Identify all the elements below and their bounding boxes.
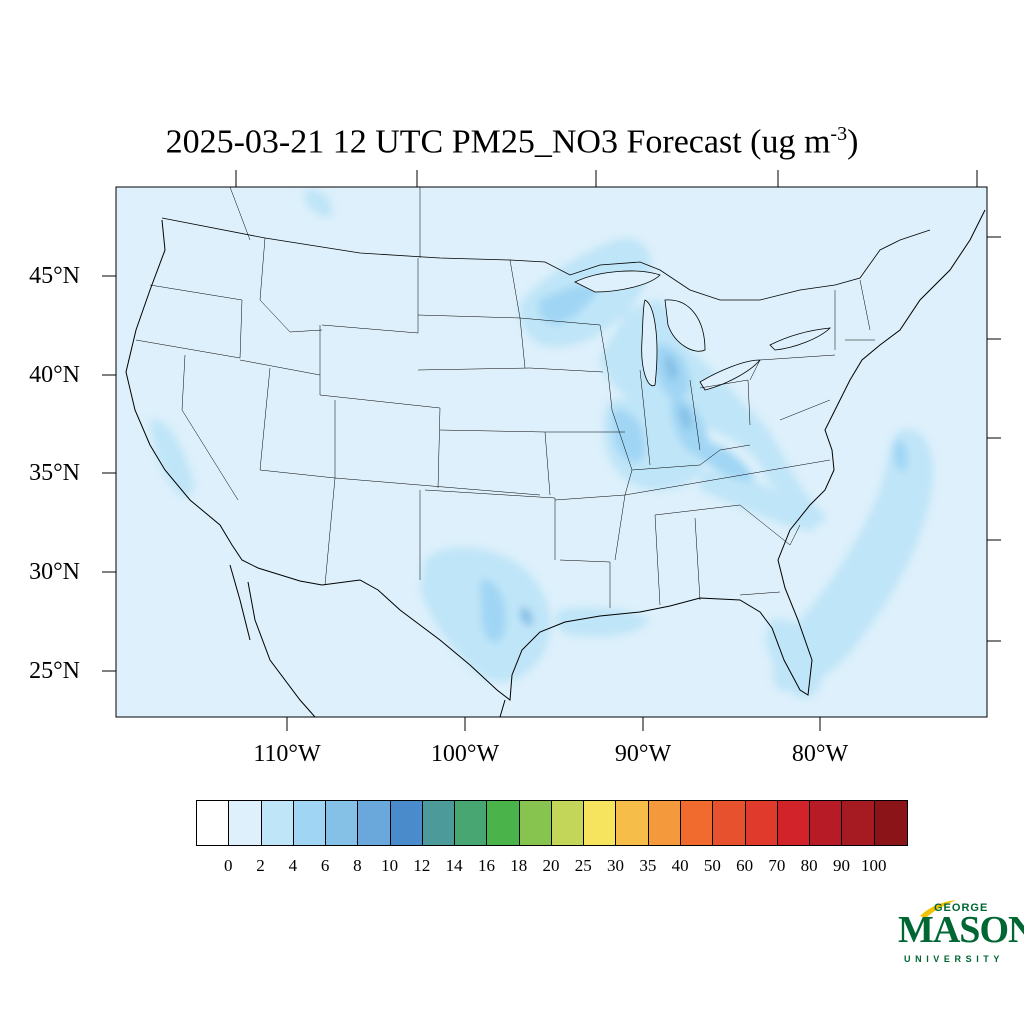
colorbar-swatch	[777, 801, 811, 845]
title-text: 2025-03-21 12 UTC PM25_NO3 Forecast (ug …	[165, 123, 831, 161]
logo-flame-icon	[920, 900, 956, 918]
colorbar-tick-label: 14	[445, 856, 463, 875]
core-atlantic	[893, 439, 908, 472]
core-texas	[480, 579, 506, 643]
logo-george: GEORGE	[934, 902, 989, 914]
plume-northwest	[305, 189, 333, 217]
colorbar-swatch	[551, 801, 585, 845]
colorbar-swatch	[293, 801, 327, 845]
concentration-field	[150, 189, 934, 699]
colorbar	[196, 800, 908, 846]
colorbar-tick-label: 50	[703, 856, 721, 875]
colorbar-swatch	[229, 801, 262, 845]
lon-label-110: 110°W	[253, 741, 321, 767]
map-frame	[115, 186, 988, 718]
colorbar-swatch	[616, 801, 649, 845]
colorbar-swatch	[680, 801, 714, 845]
plume-gulf-coast	[555, 607, 650, 637]
colorbar-swatch	[358, 801, 391, 845]
colorbar-tick-label: 8	[353, 856, 362, 875]
colorbar-tick-label: 25	[574, 856, 592, 875]
lat-label-30: 30°N	[29, 559, 80, 585]
colorbar-tick-label: 4	[288, 856, 298, 875]
plume-southeast	[700, 470, 817, 531]
plume-california	[150, 419, 194, 497]
colorbar-tick-label: 10	[381, 856, 399, 875]
colorbar-tick-label: 16	[477, 856, 495, 875]
colorbar-swatch	[648, 801, 681, 845]
core-indiana-east	[679, 405, 692, 430]
title-superscript: -3	[830, 123, 848, 145]
core-illinois	[612, 409, 646, 463]
colorbar-swatch	[713, 801, 746, 845]
colorbar-tick-label: 30	[607, 856, 625, 875]
colorbar-swatch	[390, 801, 423, 845]
colorbar-tick-label: 60	[736, 856, 754, 875]
core-lakes-1	[538, 283, 600, 325]
plume-atlantic	[772, 429, 934, 691]
logo-university: UNIVERSITY	[904, 954, 1005, 964]
axis-ticks	[102, 170, 1001, 731]
colorbar-swatch	[422, 801, 456, 845]
colorbar-swatch	[584, 801, 617, 845]
lat-label-35: 35°N	[29, 460, 80, 486]
chart-title: 2025-03-21 12 UTC PM25_NO3 Forecast (ug …	[0, 112, 1024, 164]
canada-border	[161, 217, 931, 301]
colorbar-swatch	[842, 801, 875, 845]
great-lakes	[574, 270, 832, 391]
colorbar-swatch	[261, 801, 294, 845]
colorbar-tick-label: 12	[413, 856, 431, 875]
lat-label-40: 40°N	[29, 362, 80, 388]
canada-boundaries	[229, 187, 421, 258]
coastline	[125, 209, 986, 717]
colorbar-tick-label: 6	[320, 856, 330, 875]
colorbar-swatch	[745, 801, 778, 845]
core-kentucky	[695, 440, 755, 481]
lon-label-100: 100°W	[430, 741, 500, 767]
logo-mason: MASON	[898, 909, 1024, 951]
colorbar-tick-label: 2	[256, 856, 265, 875]
colorbar-swatch	[874, 801, 907, 845]
colorbar-tick-label: 35	[639, 856, 657, 875]
colorbar-swatch	[455, 801, 488, 845]
colorbar-tick-label: 40	[671, 856, 689, 875]
colorbar-swatch	[810, 801, 843, 845]
lon-label-80: 80°W	[791, 741, 849, 767]
core-houston	[519, 607, 533, 626]
plume-florida	[765, 619, 823, 699]
colorbar-tick-label: 18	[510, 856, 528, 875]
lat-label-45: 45°N	[29, 263, 80, 289]
george-mason-logo: GEORGE MASON UNIVERSITY	[896, 898, 1024, 968]
colorbar-tick-label: 20	[542, 856, 560, 875]
core-michigan-south	[664, 355, 678, 381]
colorbar-tick-label: 0	[224, 856, 233, 875]
lon-label-90: 90°W	[614, 741, 672, 767]
colorbar-tick-label: 100	[860, 856, 887, 875]
title-close: )	[847, 123, 859, 161]
lat-label-25: 25°N	[29, 658, 80, 684]
colorbar-tick-label: 90	[832, 856, 850, 875]
colorbar-swatch	[197, 801, 230, 845]
colorbar-swatch	[519, 801, 552, 845]
state-boundaries	[135, 237, 875, 608]
colorbar-swatch	[487, 801, 520, 845]
colorbar-tick-label: 70	[768, 856, 786, 875]
colorbar-tick-label: 80	[800, 856, 818, 875]
colorbar-swatch	[326, 801, 359, 845]
